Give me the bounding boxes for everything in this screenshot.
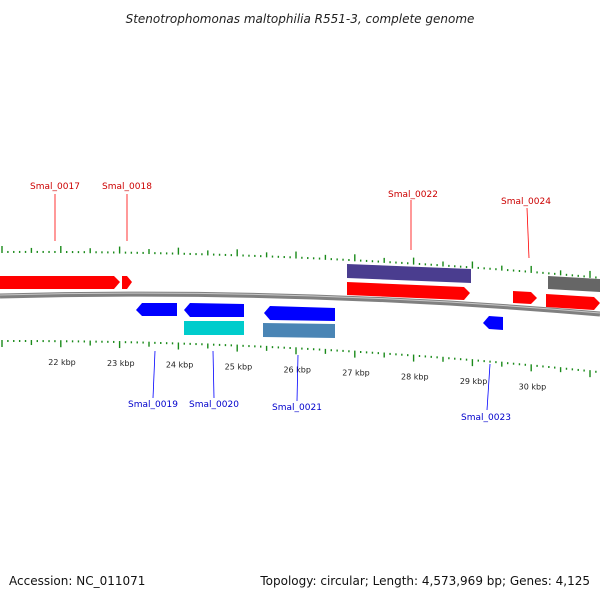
genome-summary-text: Topology: circular; Length: 4,573,969 bp…	[260, 574, 590, 588]
gene-smal-0021-steelblue-bar[interactable]	[263, 323, 335, 338]
gene-smal-0020-arrow[interactable]	[184, 303, 244, 317]
leader-line	[486, 363, 491, 411]
scale-tick-label: 25 kbp	[225, 363, 253, 372]
genome-title: Stenotrophomonas maltophilia R551-3, com…	[126, 12, 475, 26]
gene-smal-0018-arrow[interactable]	[122, 276, 132, 289]
gene-smal-0023-arrow[interactable]	[483, 316, 503, 330]
scale-tick-label: 29 kbp	[460, 377, 488, 386]
leader-line	[526, 207, 530, 259]
upper-ruler	[1, 245, 597, 279]
gene-label-smal-0020[interactable]: Smal_0020	[189, 400, 239, 410]
scale-tick-label: 22 kbp	[48, 358, 76, 367]
scale-tick-label: 28 kbp	[401, 373, 429, 382]
scale-tick-label: 27 kbp	[342, 369, 370, 378]
scale-tick-label: 24 kbp	[166, 361, 194, 370]
gene-label-smal-0021[interactable]: Smal_0021	[272, 403, 322, 413]
scale-tick-label: 30 kbp	[519, 382, 547, 391]
leader-line	[296, 354, 299, 402]
gene-label-smal-0018[interactable]: Smal_0018	[102, 182, 152, 192]
gene-features	[0, 264, 600, 338]
gene-label-smal-0023[interactable]: Smal_0023	[461, 413, 511, 423]
gene-label-smal-0019[interactable]: Smal_0019	[128, 400, 178, 410]
gene-labels: Smal_0017 Smal_0018 Smal_0019 Smal_0020 …	[30, 182, 551, 423]
gene-label-smal-0024[interactable]: Smal_0024	[501, 197, 551, 207]
gene-grey-bar[interactable]	[548, 276, 600, 292]
gene-smal-0022-arrow[interactable]	[347, 282, 470, 300]
genome-backbone	[0, 291, 600, 317]
genome-backbone-highlight	[0, 292, 600, 314]
leader-line	[212, 350, 215, 399]
gene-label-smal-0017[interactable]: Smal_0017	[30, 182, 80, 192]
leader-line	[152, 350, 156, 399]
gene-smal-0019-arrow[interactable]	[136, 303, 177, 316]
lower-ruler: 22 kbp 23 kbp 24 kbp 25 kbp 26 kbp 27 kbp 28 k…	[1, 339, 597, 391]
gene-smal-0024-arrow[interactable]	[513, 291, 537, 304]
scale-tick-label: 26 kbp	[283, 365, 311, 374]
gene-smal-0020-cyan-bar[interactable]	[184, 321, 244, 335]
gene-smal-0017-arrow[interactable]	[0, 276, 120, 289]
gene-next-arrow[interactable]	[546, 294, 600, 310]
scale-tick-label: 23 kbp	[107, 359, 135, 368]
gene-smal-0022-purple-bar[interactable]	[347, 264, 471, 283]
accession-text: Accession: NC_011071	[9, 574, 146, 588]
gene-smal-0021-arrow[interactable]	[264, 306, 335, 321]
gene-label-smal-0022[interactable]: Smal_0022	[388, 190, 438, 200]
